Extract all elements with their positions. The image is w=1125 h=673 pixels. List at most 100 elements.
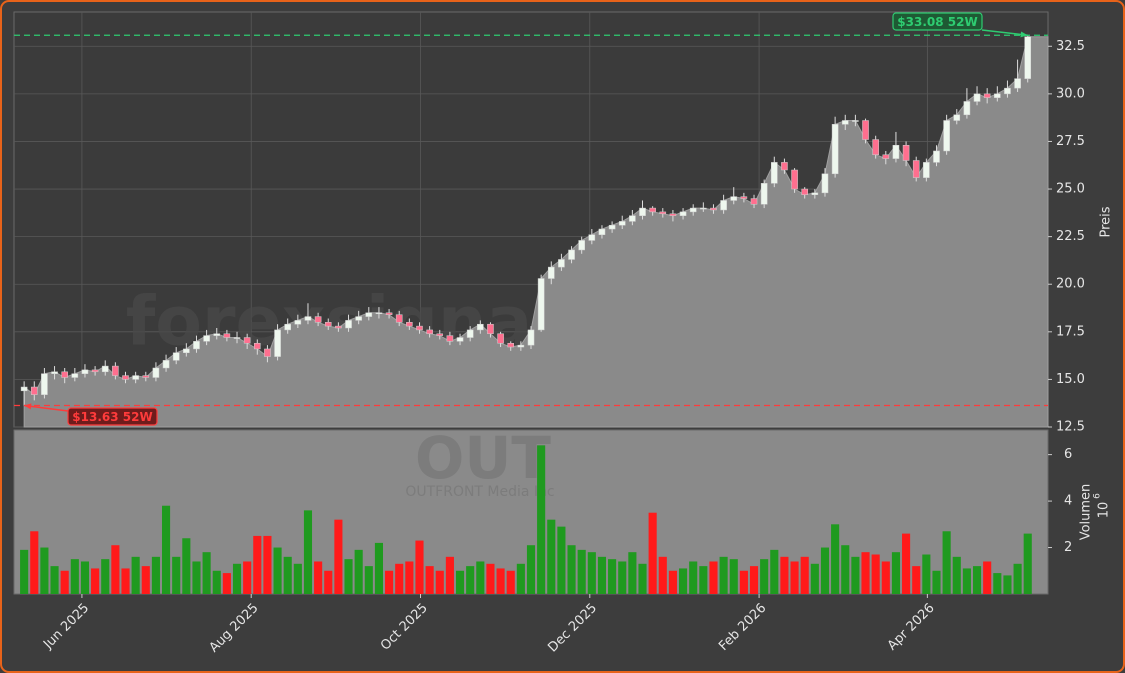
volume-scale-base: 10 — [1097, 502, 1112, 519]
candle-body — [760, 183, 768, 205]
volume-bar — [273, 547, 282, 594]
y-tick-label: 12.5 — [1056, 420, 1085, 435]
y-axis-label: Preis — [1099, 206, 1114, 237]
candle-body — [771, 162, 778, 184]
volume-bar — [668, 570, 677, 594]
y-tick-label: 17.5 — [1056, 324, 1085, 339]
annotation-box — [892, 12, 983, 31]
candle-body — [112, 365, 119, 376]
volume-bar — [1003, 575, 1012, 594]
volume-bar — [131, 556, 140, 594]
volume-bar — [60, 570, 69, 594]
volume-scale-exp: 6 — [1093, 493, 1103, 499]
candle-body — [953, 114, 961, 121]
candle-body — [608, 224, 616, 230]
watermark-symbol: OUT — [415, 424, 551, 492]
candle-body — [801, 188, 808, 196]
volume-bar — [861, 552, 870, 594]
candle-body — [61, 371, 68, 378]
candle-body — [385, 312, 393, 315]
candle-body — [710, 207, 717, 211]
candle-body — [335, 325, 342, 329]
volume-bar — [476, 561, 485, 594]
candle-body — [345, 320, 352, 329]
volume-bar — [547, 519, 556, 594]
candle-body — [233, 337, 241, 339]
volume-bar — [516, 563, 525, 594]
volume-bar — [993, 573, 1002, 594]
volume-bar — [141, 566, 150, 594]
volume-bar — [557, 526, 566, 594]
candle-body — [365, 312, 373, 317]
candle-body — [750, 198, 758, 205]
candle-body — [375, 312, 383, 315]
volume-bar — [466, 566, 475, 594]
volume-bar — [820, 547, 830, 594]
candle-body — [41, 373, 48, 395]
volume-bar — [831, 524, 840, 594]
volume-bar — [344, 559, 353, 594]
annotation-arrow — [24, 404, 69, 412]
candle-body — [487, 323, 494, 334]
volume-bar — [760, 559, 769, 594]
candle-body — [781, 162, 788, 171]
watermark-company: OUTFRONT Media Inc — [405, 484, 554, 500]
volume-bar — [648, 512, 657, 594]
candle-body — [902, 145, 910, 161]
candle-body — [436, 333, 444, 336]
y-tick-label: 20.0 — [1056, 277, 1085, 292]
candle-body — [933, 150, 940, 163]
candle-body — [994, 93, 1001, 98]
candle-body — [547, 266, 555, 279]
volume-bar — [810, 563, 819, 594]
arrow-head — [24, 403, 32, 410]
volume-bar — [405, 561, 414, 594]
candle-body — [537, 278, 545, 331]
volume-bar — [121, 568, 130, 594]
volume-bar — [395, 563, 404, 594]
volume-bar — [658, 556, 667, 594]
volume-bar — [699, 566, 708, 594]
candle-body — [122, 375, 129, 380]
volume-bar — [243, 561, 252, 594]
candle-body — [852, 120, 859, 122]
volume-bar — [455, 570, 465, 594]
candle-body — [639, 207, 646, 216]
candle-body — [243, 337, 251, 344]
volume-bar — [486, 563, 495, 594]
volume-bar — [425, 566, 434, 594]
volume-bar — [314, 561, 323, 594]
candle-body — [91, 369, 99, 373]
volume-bar — [496, 568, 505, 594]
candle-body — [51, 371, 58, 374]
candle-body — [679, 211, 687, 216]
volume-bar — [780, 556, 789, 594]
candle-body — [213, 333, 221, 336]
candle-body — [568, 249, 575, 260]
volume-bar — [526, 545, 536, 594]
candle-body — [649, 207, 656, 213]
volume-bar — [192, 561, 201, 594]
candle-body — [841, 120, 849, 125]
candle-body — [183, 348, 190, 354]
candle-body — [598, 228, 606, 235]
candle-body — [466, 329, 474, 338]
volume-bar — [983, 561, 992, 594]
candle-body — [152, 367, 160, 378]
volume-bar — [881, 561, 890, 594]
volume-bar — [374, 542, 383, 594]
candle-body — [669, 213, 677, 216]
candle-body — [973, 93, 981, 102]
y-tick-label: 27.5 — [1056, 134, 1085, 149]
candle-body — [294, 320, 302, 325]
volume-bar — [385, 570, 394, 594]
candle-body — [304, 316, 312, 321]
candle-body — [416, 325, 423, 331]
volume-bar — [50, 566, 59, 594]
volume-bar — [638, 563, 647, 594]
arrow-head — [1020, 31, 1028, 38]
volume-axis-label: Volumen — [1079, 484, 1094, 541]
candle-body — [831, 124, 839, 175]
candle-body — [264, 348, 271, 357]
